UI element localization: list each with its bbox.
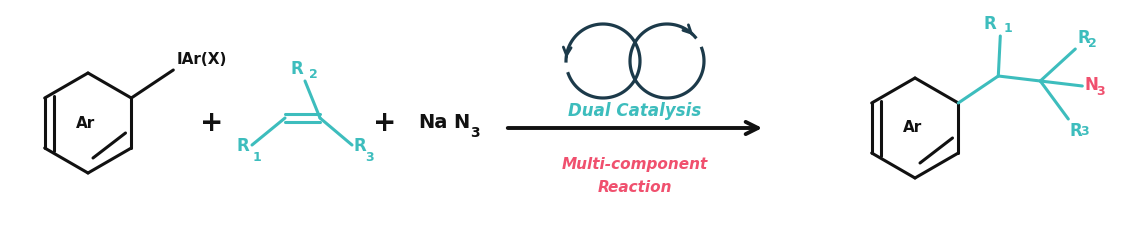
Text: N: N: [453, 113, 470, 133]
Text: R: R: [984, 15, 996, 33]
Text: +: +: [200, 109, 224, 137]
Text: 1: 1: [253, 151, 262, 164]
Text: R: R: [354, 137, 366, 155]
Text: IAr(X): IAr(X): [177, 52, 226, 67]
Text: Dual Catalysis: Dual Catalysis: [568, 102, 701, 120]
Text: +: +: [373, 109, 397, 137]
Text: 3: 3: [1096, 84, 1104, 97]
Text: R: R: [236, 137, 249, 155]
Text: Na: Na: [418, 113, 448, 133]
Text: 1: 1: [1003, 22, 1013, 35]
Text: N: N: [1085, 76, 1099, 94]
Text: Multi-component: Multi-component: [561, 156, 708, 171]
Text: 3: 3: [365, 151, 373, 164]
Text: 3: 3: [1080, 125, 1089, 138]
Text: R: R: [1077, 29, 1091, 47]
Text: R: R: [290, 60, 303, 78]
Text: Ar: Ar: [76, 116, 95, 130]
Text: 2: 2: [1088, 37, 1097, 50]
Text: R: R: [1069, 122, 1083, 140]
Text: 3: 3: [470, 126, 480, 140]
Text: 2: 2: [309, 68, 318, 81]
Text: Ar: Ar: [902, 121, 922, 136]
Text: Reaction: Reaction: [598, 181, 673, 196]
